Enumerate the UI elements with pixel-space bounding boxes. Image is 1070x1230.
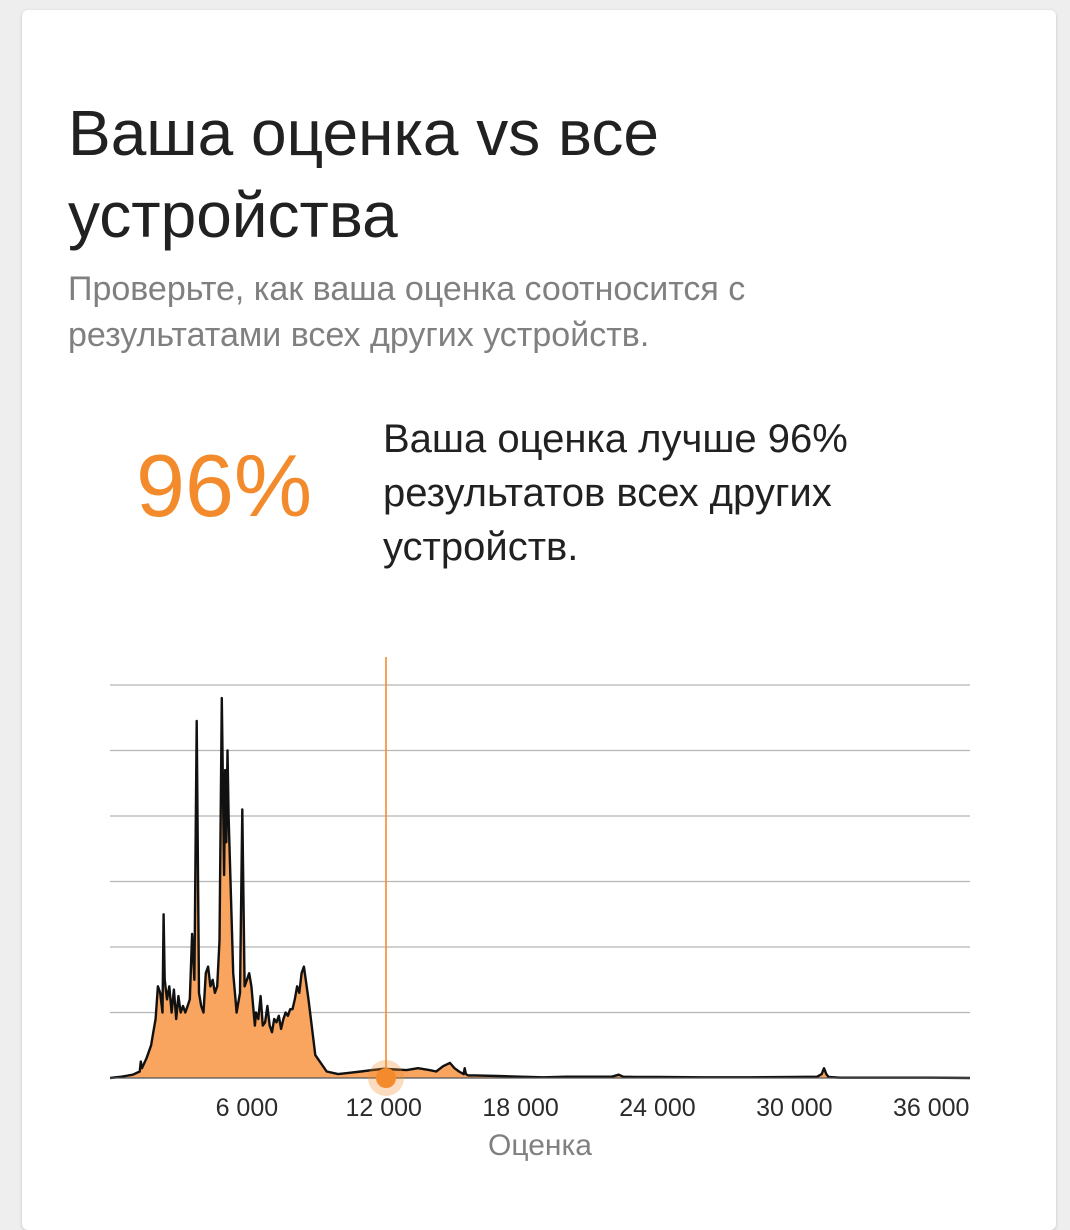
x-axis-label: Оценка bbox=[488, 1129, 592, 1162]
page-subtitle: Проверьте, как ваша оценка соотносится с… bbox=[68, 270, 746, 354]
chart-gridlines bbox=[110, 684, 970, 1014]
page-title: Ваша оценка vs все устройства bbox=[68, 97, 659, 251]
x-tick-label: 30 000 bbox=[756, 1094, 832, 1122]
x-tick-label: 36 000 bbox=[893, 1094, 969, 1122]
x-tick-label: 24 000 bbox=[619, 1094, 695, 1122]
chart-series bbox=[109, 696, 971, 1080]
series-line bbox=[109, 696, 971, 1080]
chart-x-axis: 6 000 12 000 18 000 24 000 30 000 36 000 bbox=[216, 1094, 970, 1122]
score-marker-dot bbox=[376, 1068, 397, 1088]
chart-score-marker bbox=[368, 657, 405, 1096]
x-tick-label: 18 000 bbox=[482, 1094, 558, 1122]
percentile-description: Ваша оценка лучше 96% результатов всех д… bbox=[383, 417, 848, 569]
x-tick-label: 12 000 bbox=[346, 1094, 422, 1122]
series-area bbox=[110, 698, 970, 1078]
percentile-value: 96% bbox=[136, 436, 313, 535]
x-tick-label: 6 000 bbox=[216, 1094, 279, 1122]
